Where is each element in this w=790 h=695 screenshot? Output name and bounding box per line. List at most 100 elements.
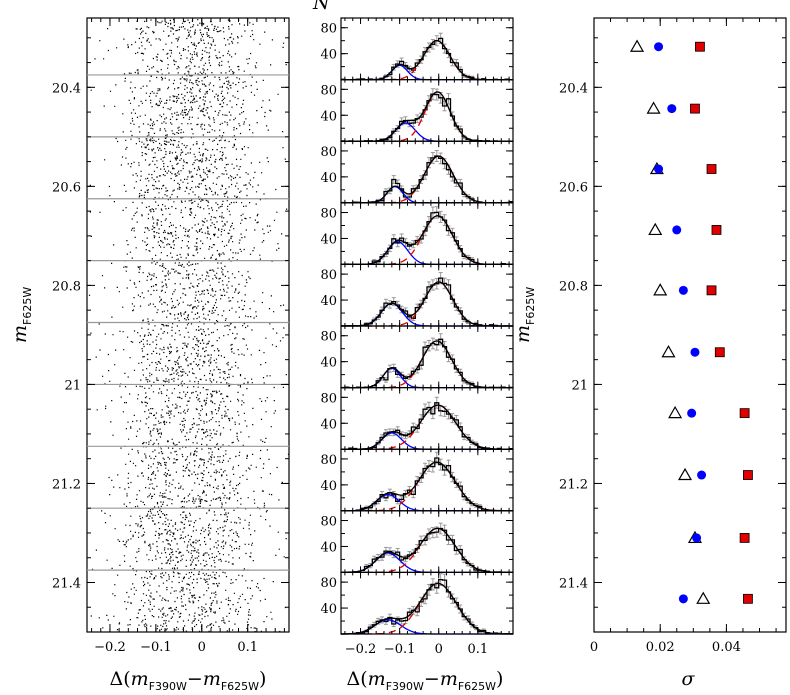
hist-ytick-label-2-0: 40: [320, 171, 337, 186]
cmd-xlabel-open: Δ(: [110, 668, 131, 690]
sigma-ylabel-m: m: [512, 325, 534, 343]
hist-bars-7: [341, 457, 513, 512]
hist-frame-9: [340, 571, 514, 635]
hist-frame-3: [340, 202, 514, 266]
sigma-ytick-label-1: 20.6: [559, 180, 588, 195]
cmd-ticks: 20.4 20.6 20.8 21 21.2 21.4 −0.2 −0.1 0 0.1: [52, 18, 289, 655]
sigma-point-circle-8: [692, 533, 702, 543]
hist-gauss-blue-6: [341, 432, 513, 450]
sigma-point-circle-0: [654, 42, 664, 52]
sigma-point-triangle-open-3: [648, 222, 663, 236]
hist-ytick-label-4-0: 40: [320, 294, 337, 309]
hist-gauss-red-5: [341, 340, 513, 389]
histogram-stack: 40 80 40 80 40 80 40 80 40 80 40 80 40 80 40 80 40 80 40 80…: [320, 17, 514, 657]
cmd-xlabel-m2: m: [203, 668, 221, 690]
hist-ytick-label-6-1: 80: [320, 391, 337, 406]
cmd-xlabel-m1: m: [131, 668, 149, 690]
hist-gauss-red-1: [341, 91, 513, 142]
hist-ytick-label-9-0: 40: [320, 602, 337, 617]
sigma-point-square-9: [743, 593, 753, 604]
sigma-ytick-label-4: 21.2: [559, 477, 588, 492]
hist-x-axis-title: Δ(mF390W−mF625W): [347, 668, 504, 693]
hist-ytick-label-7-1: 80: [320, 453, 337, 468]
cmd-xlabel-band2: F625W: [221, 680, 259, 693]
hist-xtick-label-0: −0.2: [345, 642, 377, 657]
hist-frame-5: [340, 325, 514, 389]
hist-frame-6: [340, 387, 514, 450]
hist-frame-8: [340, 510, 514, 573]
hist-gauss-red-6: [341, 404, 513, 450]
hist-ytick-label-0-1: 80: [320, 22, 337, 37]
sigma-points: [630, 39, 753, 604]
sigma-ytick-label-2: 20.8: [559, 279, 588, 294]
hist-panel-9: 40 80: [320, 571, 514, 635]
sigma-x-axis-title: σ: [682, 668, 696, 690]
sigma-point-square-0: [695, 41, 705, 52]
hist-panel-4: 40 80: [320, 263, 514, 327]
hist-fit-sum-0: [341, 40, 513, 81]
sigma-point-triangle-open-4: [653, 283, 668, 296]
sigma-ytick-label-0: 20.4: [559, 81, 588, 96]
hist-panel-8: 40 80: [320, 510, 514, 574]
cmd-y-axis-title: mF625W: [9, 287, 34, 343]
hist-ytick-label-5-1: 80: [320, 330, 337, 345]
sigma-point-circle-3: [672, 225, 682, 235]
hist-xtick-label-2: 0: [435, 642, 443, 657]
hist-panel-7: 40 80: [320, 448, 514, 512]
cmd-xtick-label-2: 0: [198, 640, 206, 655]
cmd-xlabel-close: ): [259, 668, 266, 690]
sigma-point-circle-7: [697, 470, 707, 480]
cmd-xtick-label-1: −0.1: [140, 640, 172, 655]
cmd-frame: [86, 17, 290, 633]
cmd-xtick-label-3: 0.1: [237, 640, 258, 655]
sigma-ytick-label-5: 21.4: [559, 576, 588, 591]
sigma-point-square-3: [711, 225, 722, 235]
hist-ytick-label-5-0: 40: [320, 356, 337, 371]
hist-ytick-label-8-1: 80: [320, 515, 337, 530]
hist-ytick-label-9-1: 80: [320, 576, 337, 591]
hist-ytick-label-3-0: 40: [320, 232, 337, 247]
cmd-xtick-label-0: −0.2: [94, 640, 126, 655]
hist-ytick-label-7-0: 40: [320, 479, 337, 494]
sigma-point-triangle-open-5: [661, 345, 676, 358]
cmd-ylabel-band: F625W: [21, 287, 34, 325]
sigma-y-axis-title: mF625W: [512, 287, 537, 343]
sigma-point-triangle-open-1: [646, 101, 661, 114]
cmd-ylabel-m: m: [9, 325, 31, 343]
hist-gauss-blue-5: [341, 367, 513, 389]
hist-fit-sum-5: [341, 340, 513, 389]
hist-bars-1: [341, 93, 513, 142]
hist-ytick-label-6-0: 40: [320, 417, 337, 432]
sigma-panel: 20.4 20.6 20.8 21 21.2 21.4 0 0.02 0.04 mF625W σ: [512, 17, 787, 690]
sigma-point-triangle-open-9: [696, 591, 711, 604]
hist-ytick-label-8-0: 40: [320, 540, 337, 555]
hist-panel-1: 40 80: [320, 78, 514, 142]
hist-panel-2: 40 80: [320, 140, 514, 204]
hist-panel-3: 40 80: [320, 202, 514, 266]
cmd-ytick-label-1: 20.6: [52, 180, 81, 195]
hist-fit-sum-1: [341, 91, 513, 142]
hist-ytick-label-2-1: 80: [320, 145, 337, 160]
hist-panel-5: 40 80: [320, 325, 514, 389]
sigma-point-circle-1: [667, 104, 677, 114]
sigma-ytick-label-3: 21: [571, 378, 588, 393]
hist-bars-0: [341, 37, 513, 81]
hist-bars-3: [341, 211, 513, 266]
sigma-ticks: 20.4 20.6 20.8 21 21.2 21.4 0 0.02 0.04: [559, 18, 786, 655]
hist-xtick-label-3: 0.1: [467, 642, 488, 657]
hist-gauss-blue-3: [341, 241, 513, 266]
cmd-bin-lines: [87, 74, 289, 571]
cmd-points: [88, 19, 290, 633]
hist-frame-7: [340, 448, 514, 512]
hist-xtick-label-1: −0.1: [384, 642, 416, 657]
sigma-point-triangle-open-6: [668, 405, 683, 419]
sigma-point-square-8: [739, 533, 750, 543]
hist-ytick-label-0-0: 40: [320, 48, 337, 63]
hist-xlabel-minus: −: [424, 668, 440, 690]
cmd-xlabel-band1: F390W: [149, 680, 187, 693]
cmd-ytick-label-4: 21.2: [52, 477, 81, 492]
hist-fit-sum-9: [341, 582, 513, 635]
sigma-point-square-7: [743, 470, 753, 480]
